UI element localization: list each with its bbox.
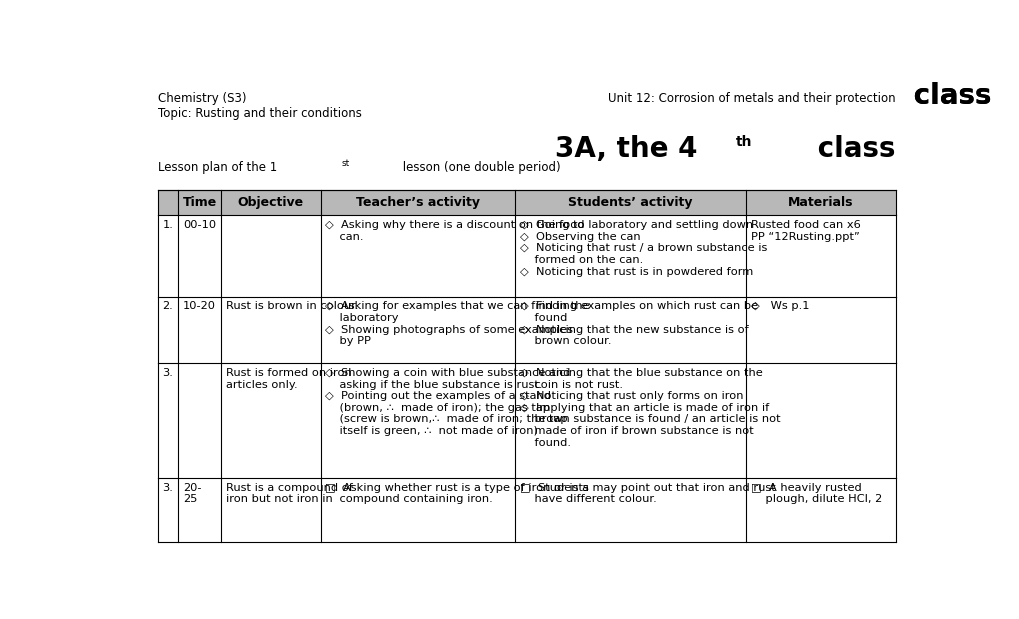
Text: ◇  Going to laboratory and settling down
◇  Observing the can
◇  Noticing that r: ◇ Going to laboratory and settling down …	[519, 220, 766, 277]
Text: 3.: 3.	[162, 483, 173, 493]
Text: st: st	[341, 159, 350, 168]
Text: 1.: 1.	[162, 220, 173, 230]
Text: 10-20: 10-20	[182, 301, 216, 311]
Text: Rust is a compound of
iron but not iron in: Rust is a compound of iron but not iron …	[225, 483, 353, 504]
Text: Topic: Rusting and their conditions: Topic: Rusting and their conditions	[157, 106, 361, 119]
Text: Rust is formed on iron
articles only.: Rust is formed on iron articles only.	[225, 368, 352, 389]
Text: class: class	[903, 82, 990, 110]
Text: Lesson plan of the 1: Lesson plan of the 1	[157, 161, 276, 174]
Text: □  Students may point out that iron and rust
    have different colour.: □ Students may point out that iron and r…	[519, 483, 774, 504]
Bar	[157, 189, 895, 215]
Text: class: class	[903, 82, 990, 110]
Text: ◇  Asking why there is a discount on the food
    can.: ◇ Asking why there is a discount on the …	[325, 220, 584, 242]
Text: Lesson plan of the 1: Lesson plan of the 1	[157, 161, 276, 174]
Text: Time: Time	[182, 196, 216, 209]
Text: Rusted food can x6
PP “12Rusting.ppt”: Rusted food can x6 PP “12Rusting.ppt”	[750, 220, 860, 242]
Text: ◇  Finding examples on which rust can be
    found
◇  Noticing that the new subs: ◇ Finding examples on which rust can be …	[519, 301, 757, 346]
Text: Students’ activity: Students’ activity	[568, 196, 692, 209]
Text: Rust is brown in colour.: Rust is brown in colour.	[225, 301, 358, 311]
Text: 20-
25: 20- 25	[182, 483, 202, 504]
Text: □  A heavily rusted
    plough, dilute HCl, 2: □ A heavily rusted plough, dilute HCl, 2	[750, 483, 881, 504]
Text: th: th	[735, 136, 752, 149]
Text: 00-10: 00-10	[182, 220, 216, 230]
Text: ◇  Showing a coin with blue substance and
    asking if the blue substance is ru: ◇ Showing a coin with blue substance and…	[325, 368, 571, 436]
Text: □  Asking whether rust is a type of iron or is a
    compound containing iron.: □ Asking whether rust is a type of iron …	[325, 483, 589, 504]
Text: 3.: 3.	[162, 368, 173, 378]
Text: ◇  Noticing that the blue substance on the
    coin is not rust.
◇  Noticing tha: ◇ Noticing that the blue substance on th…	[519, 368, 780, 448]
Text: Chemistry (S3): Chemistry (S3)	[157, 92, 246, 105]
Text: Materials: Materials	[788, 196, 853, 209]
Text: Teacher’s activity: Teacher’s activity	[356, 196, 479, 209]
Text: Unit 12: Corrosion of metals and their protection: Unit 12: Corrosion of metals and their p…	[607, 92, 895, 105]
Text: 3A, the 4: 3A, the 4	[554, 136, 697, 163]
Text: ◇   Ws p.1: ◇ Ws p.1	[750, 301, 808, 311]
Text: lesson (one double period): lesson (one double period)	[398, 161, 560, 174]
Text: class: class	[808, 136, 895, 163]
Text: st: st	[341, 159, 350, 168]
Text: ◇  Asking for examples that we can find in the
    laboratory
◇  Showing photogr: ◇ Asking for examples that we can find i…	[325, 301, 589, 346]
Text: 2.: 2.	[162, 301, 173, 311]
Text: Objective: Objective	[237, 196, 304, 209]
